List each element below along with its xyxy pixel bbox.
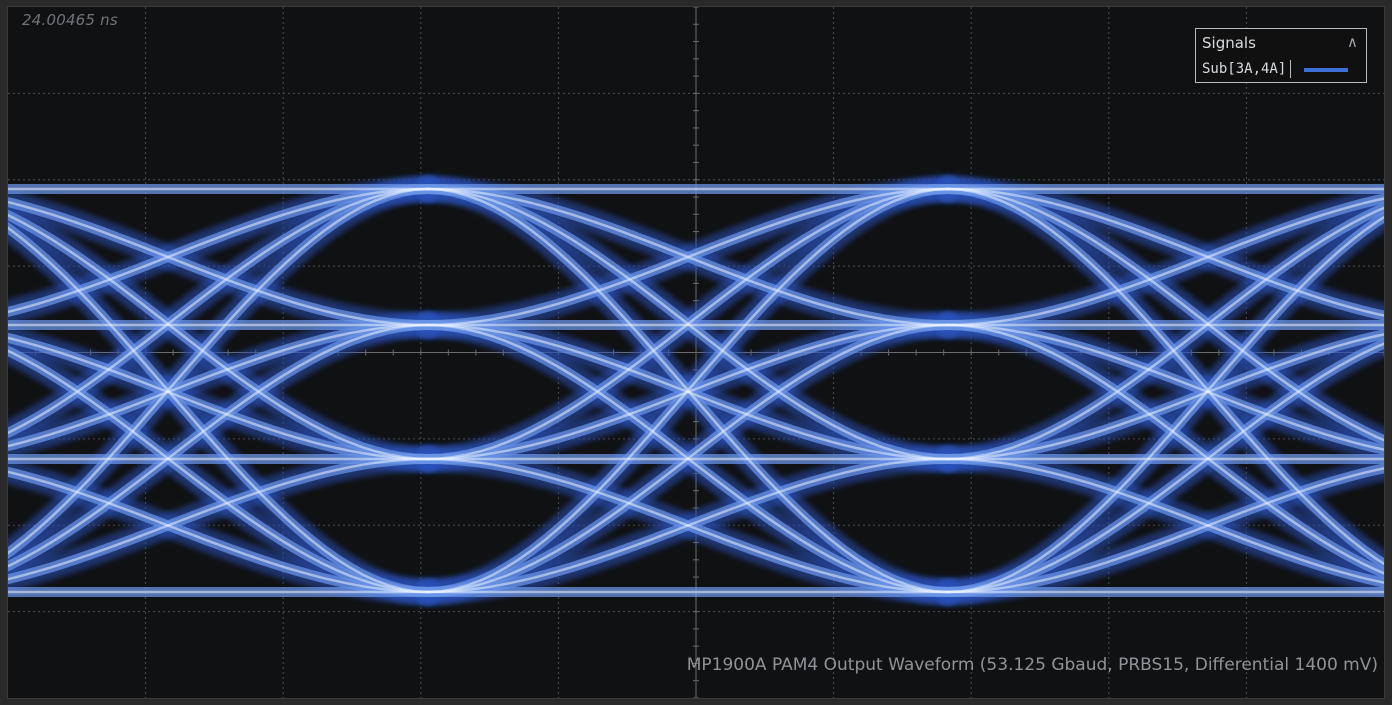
eye-trace	[426, 187, 950, 594]
eye-trace	[8, 323, 430, 568]
eye-diagram	[8, 7, 1384, 698]
legend-item[interactable]: Sub[3A,4A]	[1196, 58, 1366, 80]
signals-legend[interactable]: Signals ∧ Sub[3A,4A]	[1195, 28, 1367, 83]
eye-trace	[426, 187, 950, 461]
eye-trace	[946, 342, 1384, 594]
legend-title: Signals	[1202, 34, 1256, 52]
eye-trace	[426, 323, 950, 594]
legend-signal-label: Sub[3A,4A]	[1202, 60, 1292, 78]
eye-trace	[426, 457, 950, 594]
eye-trace	[8, 187, 430, 435]
eye-trace	[8, 187, 430, 555]
waveform-display[interactable]: 24.00465 ns Signals ∧ Sub[3A,4A] MP1900A…	[7, 6, 1385, 699]
eye-trace	[8, 187, 430, 314]
timestamp-readout: 24.00465 ns	[22, 11, 118, 29]
eye-trace	[946, 197, 1384, 327]
eye-trace	[426, 187, 950, 327]
eye-trace	[946, 467, 1384, 594]
double-chevron-up-icon[interactable]: ∧	[1347, 33, 1358, 51]
eye-trace	[946, 215, 1384, 594]
waveform-caption: MP1900A PAM4 Output Waveform (53.125 Gba…	[686, 655, 1378, 675]
legend-signal-swatch	[1304, 68, 1348, 72]
eye-trace	[946, 206, 1384, 461]
eye-trace	[8, 457, 430, 581]
